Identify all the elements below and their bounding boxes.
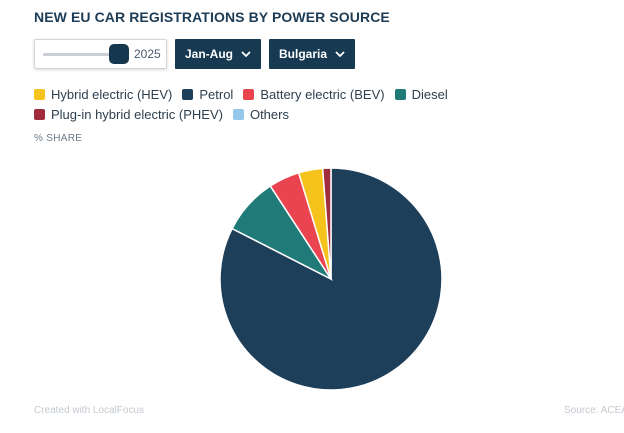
year-value: 2025: [134, 47, 161, 61]
legend-item[interactable]: Others: [232, 105, 289, 123]
period-dropdown[interactable]: Jan-Aug: [175, 39, 261, 69]
legend-item[interactable]: Diesel: [394, 85, 448, 103]
legend-label: Others: [249, 106, 289, 122]
legend-swatch: [182, 88, 194, 100]
unit-label: % SHARE: [34, 133, 83, 144]
legend-swatch: [232, 108, 244, 120]
period-dropdown-label: Jan-Aug: [185, 47, 233, 61]
chevron-down-icon: [335, 50, 345, 57]
legend-label: Battery electric (BEV): [260, 86, 385, 102]
legend-item[interactable]: Petrol: [182, 85, 233, 103]
source-text: Source: ACEA: [564, 405, 624, 416]
legend-label: Petrol: [199, 86, 234, 102]
country-dropdown-label: Bulgaria: [279, 47, 328, 61]
country-dropdown[interactable]: Bulgaria: [269, 39, 356, 69]
controls-bar: 2025 Jan-Aug Bulgaria: [34, 39, 356, 69]
pie-slice[interactable]: [321, 167, 332, 280]
year-slider[interactable]: 2025: [34, 39, 167, 69]
slider-track[interactable]: [43, 53, 123, 56]
chart-title: NEW EU CAR REGISTRATIONS BY POWER SOURCE: [34, 9, 390, 25]
credit-text: Created with LocalFocus: [34, 405, 145, 416]
chart-legend: Hybrid electric (HEV) Petrol Battery elect…: [34, 85, 614, 123]
legend-swatch: [34, 88, 45, 100]
legend-swatch: [243, 88, 255, 100]
legend-label: Plug-in hybrid electric (PHEV): [51, 106, 223, 122]
legend-item[interactable]: Plug-in hybrid electric (PHEV): [34, 105, 223, 123]
legend-label: Diesel: [411, 86, 448, 102]
slider-handle[interactable]: [109, 44, 129, 64]
legend-swatch: [34, 108, 45, 120]
legend-label: Hybrid electric (HEV): [51, 86, 173, 102]
legend-item[interactable]: Hybrid electric (HEV): [34, 85, 172, 103]
legend-swatch: [394, 88, 406, 100]
legend-item[interactable]: Battery electric (BEV): [243, 85, 385, 103]
chevron-down-icon: [241, 50, 251, 57]
